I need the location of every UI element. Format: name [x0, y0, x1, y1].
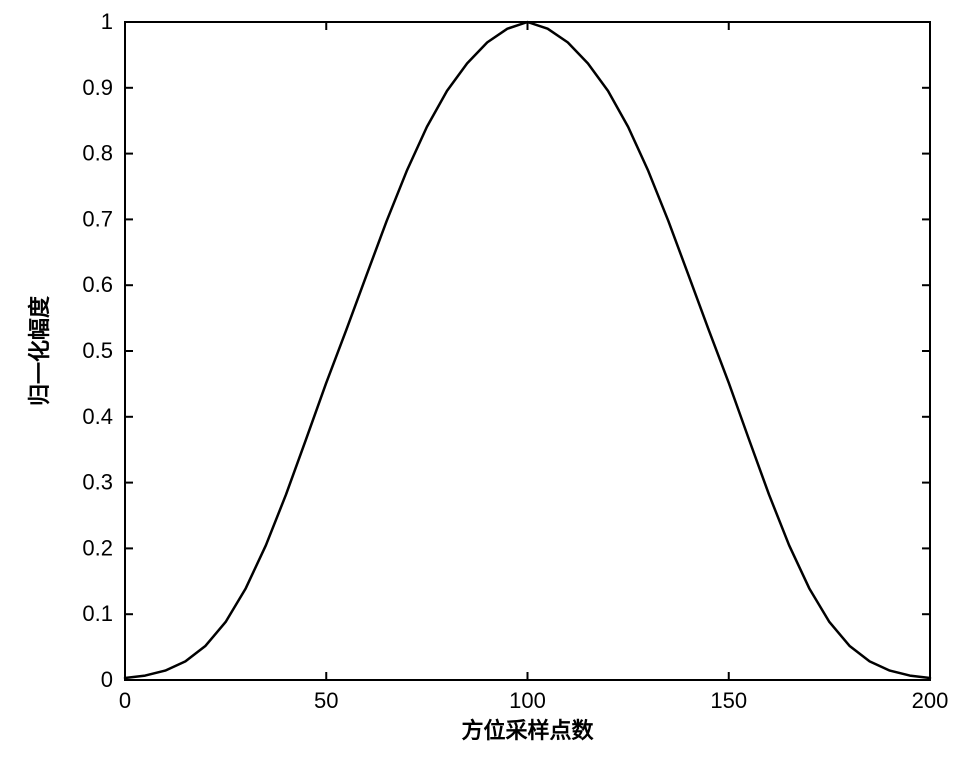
x-tick-label: 0: [119, 688, 131, 713]
y-tick-label: 0.2: [82, 535, 113, 560]
y-tick-label: 0.3: [82, 470, 113, 495]
x-tick-label: 50: [314, 688, 338, 713]
y-tick-label: 0: [101, 667, 113, 692]
x-tick-label: 200: [912, 688, 949, 713]
y-axis-label: 归一化幅度: [27, 295, 52, 406]
x-axis-label: 方位采样点数: [461, 718, 594, 743]
y-tick-label: 0.4: [82, 404, 113, 429]
data-series: [125, 22, 930, 678]
plot-box: [125, 22, 930, 680]
line-chart: 0 50 100 150 200 0 0.1 0.2 0.3 0.4 0.5 0.6 0.7 0.8 0.9…: [0, 0, 964, 763]
chart-container: 0 50 100 150 200 0 0.1 0.2 0.3 0.4 0.5 0.6 0.7 0.8 0.9…: [0, 0, 964, 763]
y-tick-label: 0.1: [82, 601, 113, 626]
x-tick-label: 150: [710, 688, 747, 713]
y-tick-label: 0.5: [82, 338, 113, 363]
y-tick-label: 0.9: [82, 75, 113, 100]
y-tick-label: 0.8: [82, 141, 113, 166]
y-tick-label: 0.7: [82, 206, 113, 231]
x-tick-label: 100: [509, 688, 546, 713]
y-tick-label: 0.6: [82, 272, 113, 297]
y-tick-label: 1: [101, 9, 113, 34]
